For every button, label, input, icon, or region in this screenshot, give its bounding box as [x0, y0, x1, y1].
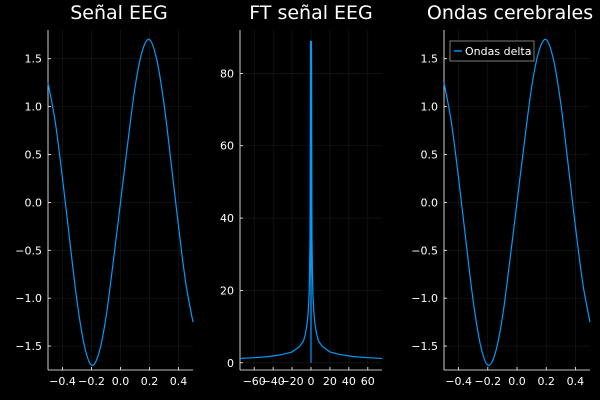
panel-ft-senal-eeg: FT señal EEG −60−40−20 0 20 40 60 0 20 40 60 80 [220, 2, 383, 388]
y-tick-label: 0 [227, 357, 234, 370]
y-tick-label: 60 [220, 140, 234, 153]
y-tick-label: 1.5 [25, 53, 43, 66]
x-tick-label: 0.2 [141, 375, 159, 388]
x-tick-label: −0.4 [445, 375, 472, 388]
y-tick-label: 0.0 [421, 196, 439, 209]
y-tick-label: 1.0 [25, 101, 43, 114]
x-tick-label: 0.0 [112, 375, 130, 388]
series-line [443, 38, 591, 367]
x-tick-label: −0.2 [78, 375, 105, 388]
x-tick-label: −20 [280, 375, 303, 388]
y-tick-label: 0.0 [25, 196, 43, 209]
y-tick-label: −0.5 [15, 244, 42, 257]
x-tick-label: −60 [243, 375, 266, 388]
chart-title: Ondas cerebrales [427, 2, 593, 24]
panel-ondas-cerebrales: Ondas cerebrales −0.4 −0.2 0.0 0.2 0.4 −1.5 −1… [411, 2, 593, 388]
x-tick-label: 20 [323, 375, 337, 388]
series-line [47, 38, 194, 367]
y-tick-label: 0.5 [421, 149, 439, 162]
y-tick-label: 40 [220, 212, 234, 225]
x-tick-label: 40 [342, 375, 356, 388]
x-tick-label: 0.0 [508, 375, 526, 388]
x-tick-label: 60 [361, 375, 375, 388]
x-tick-label: −40 [262, 375, 285, 388]
y-tick-label: 20 [220, 284, 234, 297]
legend-box [449, 40, 535, 62]
x-tick-label: −0.2 [474, 375, 501, 388]
chart-title: Señal EEG [70, 2, 168, 24]
chart-title: FT señal EEG [249, 2, 373, 24]
x-tick-label: 0.2 [537, 375, 555, 388]
x-tick-label: 0.4 [170, 375, 188, 388]
y-tick-label: −1.0 [411, 292, 438, 305]
legend-entry: Ondas delta [465, 45, 531, 58]
y-tick-label: 1.5 [421, 53, 439, 66]
x-tick-label: 0 [308, 375, 315, 388]
y-tick-label: −0.5 [411, 244, 438, 257]
y-tick-label: −1.5 [15, 340, 42, 353]
y-tick-label: −1.0 [15, 292, 42, 305]
y-tick-label: −1.5 [411, 340, 438, 353]
y-tick-label: 80 [220, 67, 234, 80]
panel-senal-eeg: Señal EEG −0.4 −0.2 0.0 0.2 0.4 −1.5 −1.0 −0.5 0… [15, 2, 194, 388]
y-tick-label: 1.0 [421, 101, 439, 114]
y-tick-label: 0.5 [25, 149, 43, 162]
series-line [239, 40, 383, 363]
x-tick-label: −0.4 [49, 375, 76, 388]
x-tick-label: 0.4 [567, 375, 585, 388]
